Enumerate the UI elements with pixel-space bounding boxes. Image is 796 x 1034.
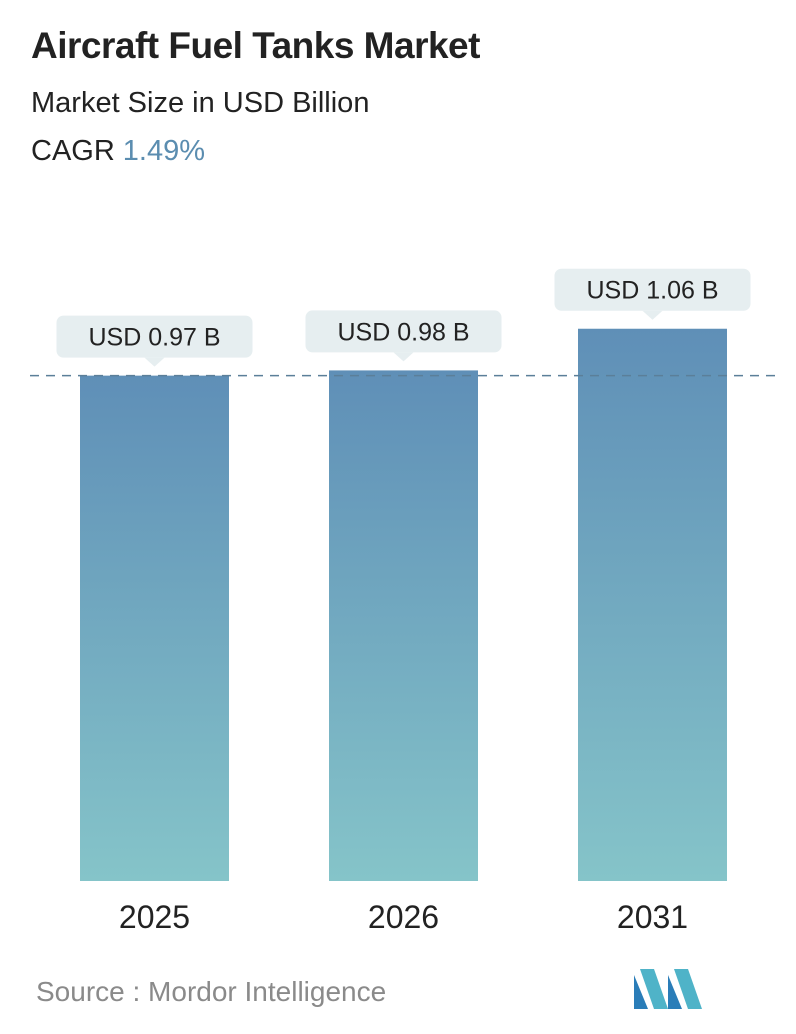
bar-2026 bbox=[329, 370, 478, 881]
x-tick-label-2026: 2026 bbox=[368, 899, 439, 935]
data-label-2025: USD 0.97 B bbox=[56, 315, 253, 367]
chart-subtitle: Market Size in USD Billion bbox=[31, 87, 370, 119]
source-text: Source : Mordor Intelligence bbox=[36, 976, 387, 1007]
data-label-text: USD 0.97 B bbox=[88, 324, 220, 352]
bar-2025 bbox=[80, 375, 229, 881]
data-label-text: USD 1.06 B bbox=[586, 277, 718, 305]
cagr-label: CAGR bbox=[31, 135, 115, 167]
data-label-2026: USD 0.98 B bbox=[305, 310, 502, 362]
mordor-intelligence-logo-icon bbox=[634, 969, 702, 1009]
data-label-pointer bbox=[642, 310, 663, 320]
data-label-pointer bbox=[144, 357, 165, 367]
cagr-row: CAGR 1.49% bbox=[31, 134, 205, 169]
x-tick-label-2025: 2025 bbox=[119, 899, 190, 935]
bar-2031 bbox=[578, 328, 727, 881]
data-label-text: USD 0.98 B bbox=[337, 318, 469, 346]
chart-title: Aircraft Fuel Tanks Market bbox=[31, 25, 480, 66]
data-label-box bbox=[305, 310, 502, 353]
data-label-pointer bbox=[393, 352, 414, 362]
x-tick-label-2031: 2031 bbox=[617, 899, 688, 935]
data-label-2031: USD 1.06 B bbox=[554, 268, 751, 320]
data-label-box bbox=[554, 268, 751, 311]
cagr-value: 1.49% bbox=[122, 135, 206, 167]
data-label-box bbox=[56, 315, 253, 358]
